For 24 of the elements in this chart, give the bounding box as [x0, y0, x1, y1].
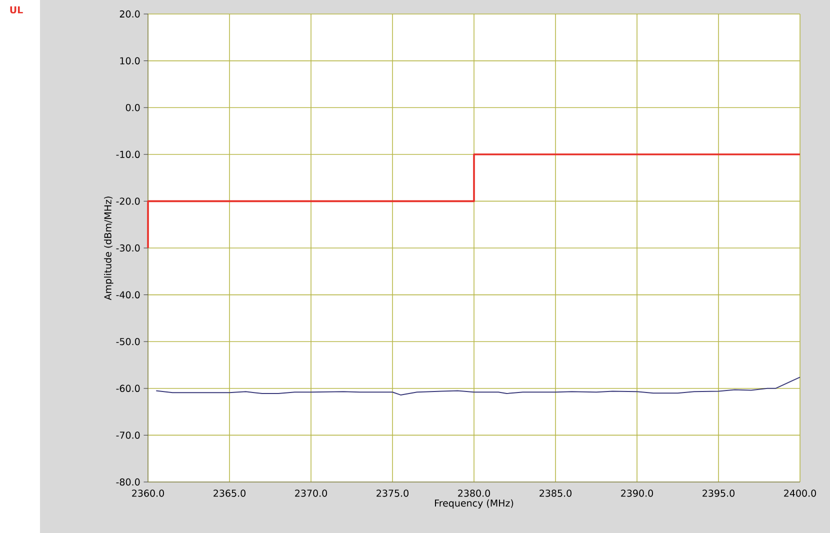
text: UL	[10, 6, 23, 14]
y-tick-label: -70.0	[116, 432, 140, 439]
x-tick-label: 2390.0	[621, 490, 653, 497]
x-tick-label: 2395.0	[702, 490, 734, 497]
y-tick-label: -20.0	[116, 198, 140, 205]
y-axis-title: Amplitude (dBm/MHz)	[104, 196, 114, 300]
y-tick-label: 0.0	[126, 104, 140, 112]
y-tick-label: -60.0	[116, 384, 140, 392]
x-tick-label: 2365.0	[214, 490, 246, 497]
x-tick-label: 2380.0	[458, 490, 490, 497]
y-tick-label: -50.0	[116, 338, 140, 346]
x-axis-title: Frequency (MHz)	[435, 499, 514, 509]
y-tick-label: -80.0	[116, 478, 140, 486]
x-tick-label: 2375.0	[376, 490, 408, 497]
y-tick-label: 20.0	[120, 10, 140, 18]
x-tick-label: 2360.0	[132, 490, 164, 497]
y-tick-label: -40.0	[116, 291, 140, 298]
line-series	[156, 376, 801, 396]
y-tick-label: -30.0	[116, 244, 140, 252]
x-tick-label: 2400.0	[784, 490, 816, 497]
y-tick-label: 10.0	[120, 57, 140, 64]
y-tick-label: -10.0	[116, 150, 140, 158]
x-tick-label: 2385.0	[540, 490, 572, 497]
x-tick-label: 2370.0	[295, 490, 327, 497]
